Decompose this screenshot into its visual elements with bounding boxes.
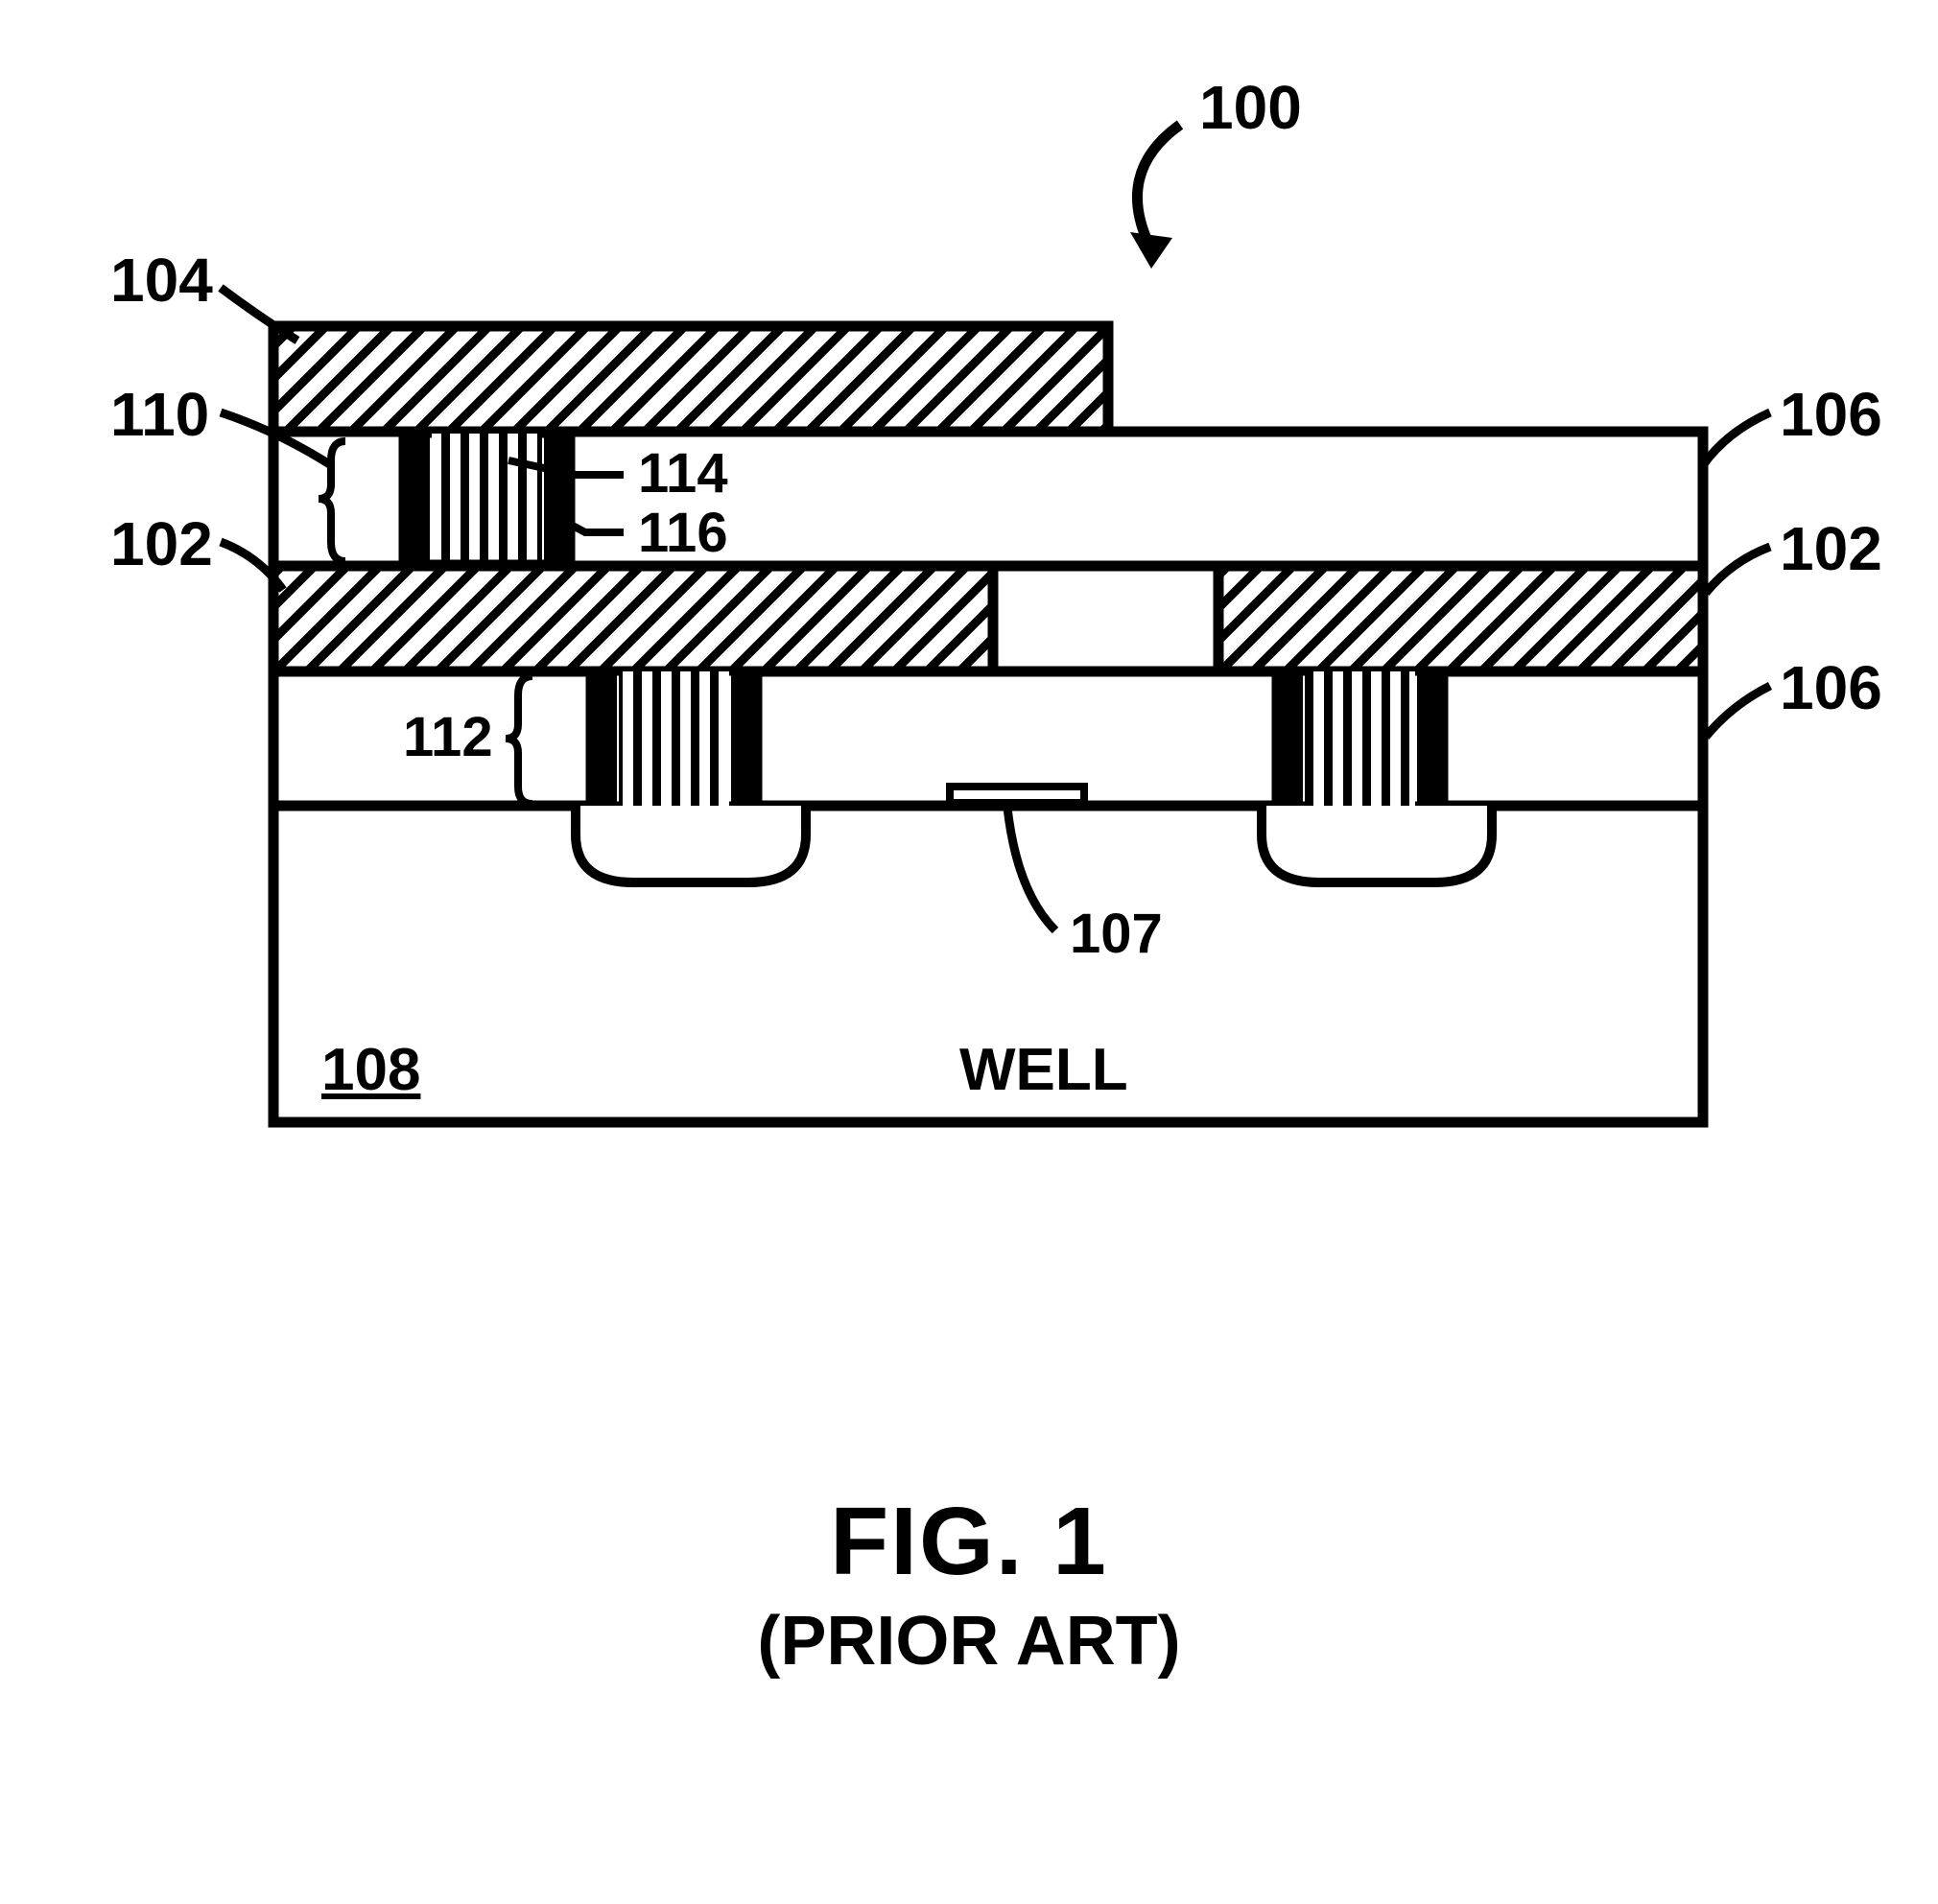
- gate-right: [1276, 671, 1444, 806]
- label-102-left: 102: [110, 508, 213, 579]
- gate-112: [590, 671, 758, 806]
- sd-right: [1262, 806, 1492, 882]
- sd-left: [576, 806, 806, 882]
- label-100: 100: [1199, 72, 1302, 143]
- figure-subtitle: (PRIOR ART): [0, 1602, 1938, 1681]
- label-114: 114: [638, 441, 728, 505]
- label-116: 116: [638, 501, 728, 565]
- top-metal-104: [273, 326, 1108, 432]
- leader-102-right: [1706, 547, 1770, 593]
- label-102-right: 102: [1780, 513, 1882, 584]
- leader-106-bottom: [1706, 686, 1770, 737]
- label-106-top: 106: [1780, 379, 1882, 450]
- label-110: 110: [110, 379, 209, 450]
- label-104: 104: [110, 245, 213, 316]
- mid-metal-left-102: [273, 566, 993, 671]
- figure-canvas: 100 104 110 102 114 116 112 108 WELL 107…: [0, 0, 1938, 1904]
- leader-106-top: [1703, 412, 1770, 465]
- label-108: 108: [321, 1036, 420, 1104]
- mid-metal-right-102: [1218, 566, 1703, 671]
- figure-title: FIG. 1: [0, 1487, 1938, 1597]
- leader-104: [221, 288, 297, 341]
- label-well: WELL: [959, 1036, 1128, 1104]
- label-107: 107: [1070, 902, 1163, 966]
- label-112: 112: [403, 705, 493, 769]
- gate-110: [403, 434, 571, 564]
- label-106-bottom: 106: [1780, 652, 1882, 723]
- leader-100: [1137, 125, 1180, 249]
- arrow-100: [1130, 232, 1172, 269]
- element-107: [950, 787, 1084, 803]
